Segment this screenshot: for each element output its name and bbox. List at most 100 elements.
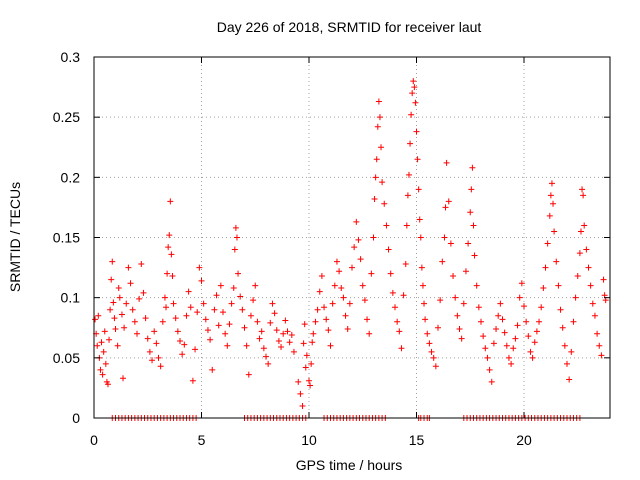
data-point: [167, 198, 174, 205]
data-point: [589, 300, 596, 307]
data-point: [151, 328, 158, 335]
data-point: [351, 244, 358, 251]
data-point: [374, 123, 381, 130]
data-point: [533, 328, 540, 335]
data-point: [572, 294, 579, 301]
data-point: [258, 328, 265, 335]
data-point: [508, 360, 515, 367]
data-point: [308, 360, 315, 367]
data-point: [163, 304, 170, 311]
data-point: [564, 360, 570, 367]
y-tick-label: 0.25: [53, 109, 80, 125]
data-point: [267, 319, 274, 326]
data-point: [402, 260, 409, 267]
data-point: [551, 228, 558, 235]
data-point: [220, 309, 226, 316]
data-point: [568, 348, 575, 355]
data-point: [353, 218, 360, 225]
data-point: [462, 268, 469, 275]
data-point: [521, 303, 527, 310]
data-point: [269, 300, 276, 307]
data-point: [349, 264, 355, 271]
data-point: [115, 285, 122, 292]
data-point: [342, 312, 349, 319]
data-point: [580, 192, 587, 199]
data-point: [131, 318, 138, 325]
data-point: [418, 264, 425, 271]
y-axis-ticks: 0 0.05 0.1 0.15 0.2 0.25 0.3: [53, 49, 610, 426]
data-point: [209, 366, 216, 373]
data-point: [306, 377, 312, 384]
data-point: [211, 306, 218, 313]
x-tick-label: 0: [90, 432, 98, 448]
data-point: [409, 90, 416, 97]
data-point: [200, 300, 207, 307]
data-point: [547, 192, 554, 199]
data-point: [514, 322, 521, 329]
data-point: [430, 354, 437, 361]
data-point: [408, 111, 415, 118]
data-point: [450, 273, 457, 280]
data-point: [231, 246, 238, 253]
data-point: [583, 246, 590, 253]
data-point: [224, 342, 231, 349]
data-point: [442, 204, 449, 211]
data-point: [98, 339, 105, 346]
data-point: [323, 316, 330, 323]
data-point: [416, 216, 423, 223]
data-point: [309, 339, 316, 346]
data-point: [120, 375, 127, 382]
data-points: [92, 78, 609, 421]
data-point: [421, 300, 428, 307]
data-point: [161, 294, 168, 301]
data-point: [265, 360, 272, 367]
data-point: [432, 363, 439, 370]
y-tick-label: 0: [72, 410, 80, 426]
data-point: [490, 340, 497, 347]
data-point: [364, 316, 371, 323]
data-point: [510, 345, 517, 352]
data-point: [169, 273, 176, 280]
data-point: [411, 84, 418, 91]
data-point: [441, 234, 448, 241]
data-point: [282, 317, 289, 324]
data-point: [297, 390, 304, 397]
data-point: [228, 300, 235, 307]
data-point: [168, 251, 175, 258]
data-point: [518, 280, 525, 287]
data-point: [159, 318, 166, 325]
data-point: [129, 306, 136, 313]
data-point: [548, 180, 555, 187]
data-point: [114, 342, 121, 349]
y-tick-label: 0.2: [61, 169, 81, 185]
data-point: [422, 316, 429, 323]
data-point: [465, 240, 472, 247]
x-axis-ticks: 0 5 10 15 20: [90, 57, 532, 448]
data-point: [542, 264, 549, 271]
data-point: [403, 222, 410, 229]
data-point: [127, 280, 134, 287]
data-point: [179, 351, 186, 358]
data-point: [338, 285, 345, 292]
data-point: [536, 318, 543, 325]
data-point: [222, 330, 229, 337]
data-point: [181, 341, 188, 348]
data-point: [445, 198, 452, 205]
data-point: [538, 304, 545, 311]
data-point: [155, 354, 162, 361]
data-point: [144, 335, 151, 342]
data-point: [383, 222, 390, 229]
data-point: [439, 258, 446, 265]
data-point: [303, 352, 310, 359]
data-point: [164, 270, 171, 277]
data-point: [300, 340, 307, 347]
data-point: [104, 381, 111, 388]
y-axis-label: SRMTID / TECUs: [7, 182, 23, 292]
plot-frame: [93, 56, 611, 419]
data-point: [288, 331, 295, 338]
data-point: [95, 312, 102, 319]
data-point: [428, 348, 435, 355]
data-point: [385, 246, 392, 253]
data-point: [286, 339, 293, 346]
data-point: [92, 316, 99, 323]
